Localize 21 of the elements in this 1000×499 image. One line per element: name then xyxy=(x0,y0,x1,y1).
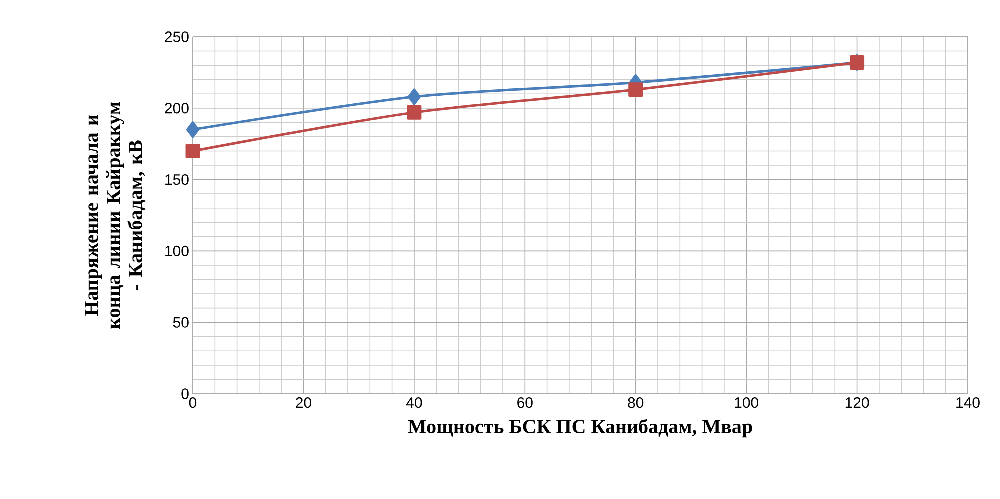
point xyxy=(407,105,422,120)
x-tick-label: 0 xyxy=(189,398,197,408)
x-tick-label: 60 xyxy=(518,398,533,408)
y-tick-label: 0 xyxy=(182,388,189,400)
x-axis-title: Мощность БСК ПС Канибадам, Мвар xyxy=(408,419,752,438)
y-tick-label: 50 xyxy=(173,317,189,328)
x-tick-label: 20 xyxy=(296,398,312,408)
point xyxy=(186,122,200,138)
y-axis-title: Напряжение начала и конца линии Кайраккум - Канибадам, кВ xyxy=(85,102,146,330)
x-tick-label: 40 xyxy=(406,398,422,408)
y-tick-label: 200 xyxy=(165,103,189,114)
point xyxy=(408,88,421,106)
y-tick-label: 250 xyxy=(165,32,189,42)
point xyxy=(628,82,644,98)
y-tick-label: 100 xyxy=(166,246,189,257)
x-tick-label: 80 xyxy=(628,398,644,408)
x-tick-label: 120 xyxy=(846,398,870,408)
point xyxy=(186,144,200,158)
x-tick-label: 100 xyxy=(735,398,758,408)
x-tick-label: 140 xyxy=(956,398,980,408)
y-tick-label: 150 xyxy=(166,174,189,186)
